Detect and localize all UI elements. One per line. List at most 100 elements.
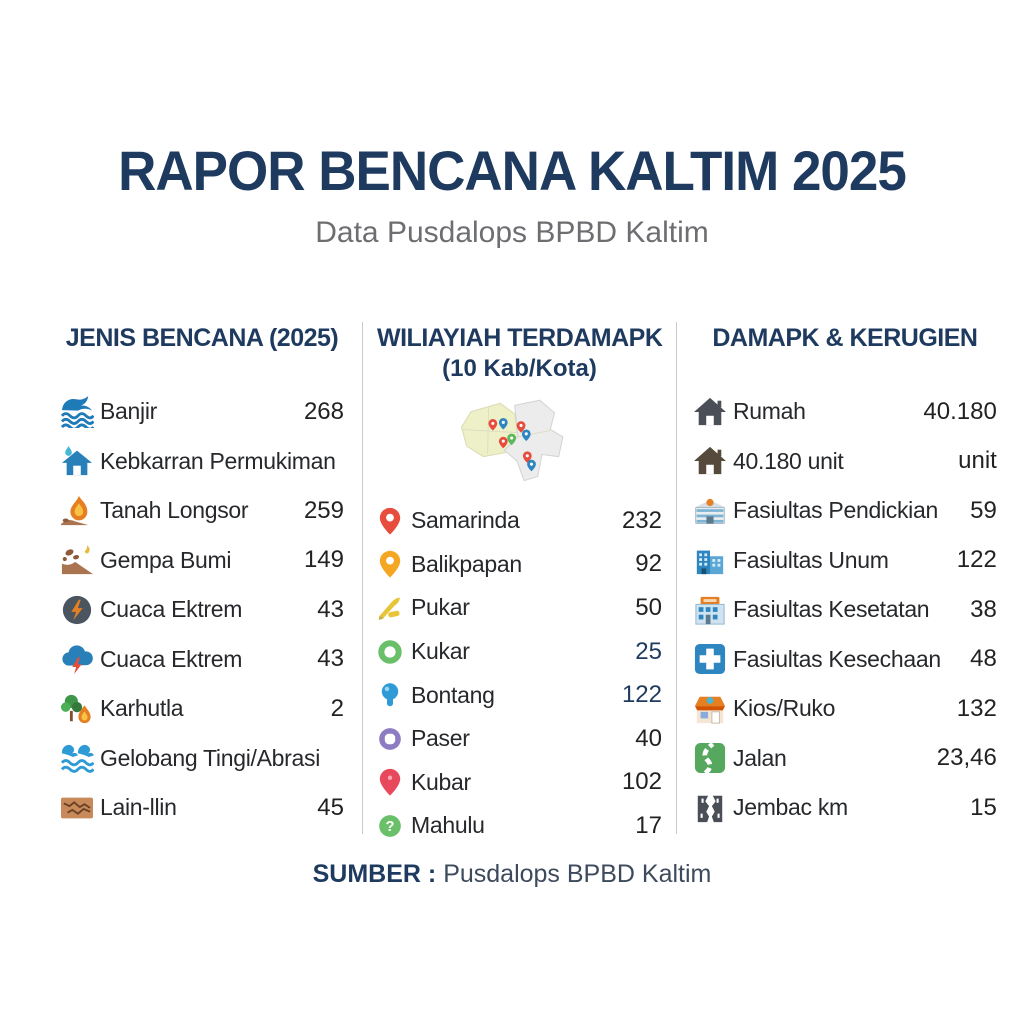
item-value: 2 [330,694,344,722]
storm-circle-icon [60,594,100,626]
list-item: Fasiultas Unum 122 [693,536,997,586]
item-value: 92 [635,550,662,578]
wave-icon [60,395,100,428]
item-label: Lain-llin [100,794,177,821]
list-item: Fasiultas Pendickian 59 [693,486,997,536]
wilayah-subheader: (10 Kab/Kota) [442,355,597,382]
item-value: 43 [317,645,344,673]
list-item: 40.180 unit unit [693,437,997,487]
list-item: Cuaca Ektrem 43 [60,585,344,635]
page-subtitle: Data Pusdalops BPBD Kaltim [315,215,709,249]
item-value: 149 [303,546,344,574]
item-label: Banjir [100,398,158,425]
dampak-header: DAMAPK & KERUGIEN [712,324,978,352]
source-text: Pusdalops BPBD Kaltim [443,860,712,888]
list-item: Pukar 50 [377,586,662,630]
item-value: 50 [635,593,662,621]
item-label: Cuaca Ektrem [100,596,243,623]
bulb-blue-icon [377,681,411,709]
item-label: Kios/Ruko [733,695,836,722]
item-label: Paser [411,725,470,752]
item-label: Samarinda [411,507,520,534]
item-value: 132 [956,694,997,722]
pin-crimson-icon [377,768,411,796]
item-label: Kukar [411,638,470,665]
list-item: Fasiultas Kesetatan 38 [693,585,997,635]
list-item: Cuaca Ektrem 43 [60,635,344,685]
house-brown-icon [693,445,733,477]
pin-red-icon [377,507,411,535]
question-green-icon: ? [377,812,411,840]
jenis-list: Banjir 268 Kebkarran Permukiman Tanah Lo… [60,387,344,833]
item-value: 122 [956,546,997,574]
list-item: Karhutla 2 [60,684,344,734]
list-item: Lain-llin 45 [60,783,344,833]
list-item: Jembac km 15 [693,783,997,833]
item-label: Gempa Bumi [100,546,232,573]
house-flood-icon [60,445,100,477]
item-value: 232 [621,506,662,534]
fire-icon [60,495,100,527]
item-label: 40.180 unit [733,447,844,474]
wilayah-header: WILIAYIAH TERDAMAPK [377,324,663,352]
item-label: Fasiultas Unum [733,546,889,573]
store-icon [693,693,733,725]
item-label: Mahulu [411,812,485,839]
ring-green-icon [377,638,411,666]
item-value: 25 [635,637,662,665]
item-label: Jalan [733,744,787,771]
item-label: Balikpapan [411,550,522,577]
map-pins [487,417,536,472]
item-label: Jembac km [733,794,848,821]
svg-text:?: ? [386,819,395,835]
marker-yellow-icon [377,594,411,622]
list-item: Jalan 23,46 [693,734,997,784]
kaltim-map-graphic [377,395,662,491]
item-label: Fasiultas Kesechaan [733,645,941,672]
item-value: 17 [635,811,662,839]
waves-icon [60,742,100,774]
item-label: Gelobang Tingi/Abrasi [100,744,321,771]
list-item: Banjir 268 [60,387,344,437]
item-label: Bontang [411,681,495,708]
list-item: Rumah 40.180 [693,387,997,437]
cloud-lightning-icon [60,643,100,675]
item-label: Kubar [411,768,471,795]
content-columns: JENIS BENCANA (2025) Banjir 268 Kebkarra… [60,322,997,839]
list-item: Paser 40 [377,717,662,761]
building-blue-icon [693,544,733,576]
item-value: 102 [621,768,662,796]
pin-orange-icon [377,550,411,578]
circle-purple-icon [377,725,411,753]
item-value: 48 [970,645,997,673]
item-label: Cuaca Ektrem [100,645,243,672]
section-jenis-bencana: JENIS BENCANA (2025) Banjir 268 Kebkarra… [60,322,362,834]
list-item: Kukar 25 [377,630,662,674]
item-label: Fasiultas Kesetatan [733,596,930,623]
item-value: 40.180 [923,397,997,425]
list-item: Fasiultas Kesechaan 48 [693,635,997,685]
item-value: 38 [970,595,997,623]
list-item: Kubar 102 [377,761,662,805]
item-label: Karhutla [100,695,184,722]
page-title: RAPOR BENCANA KALTIM 2025 [118,140,907,203]
school-icon [693,495,733,527]
kaltim-map-icon [460,399,563,482]
section-wilayah-terdampak: WILIAYIAH TERDAMAPK (10 Kab/Kota) [362,322,677,839]
item-value: 23,46 [936,744,997,772]
item-value: unit [958,447,997,475]
page-header: RAPOR BENCANA KALTIM 2025 Data Pusdalops… [0,140,1024,250]
list-item: Bontang 122 [377,673,662,717]
source-footer: SUMBER : Pusdalops BPBD Kaltim [0,860,1024,889]
section-dampak-kerugian: DAMAPK & KERUGIEN Rumah 40.180 40.180 un… [677,322,997,834]
wilayah-list: Samarinda 232 Balikpapan 92 Pukar 50 [377,499,662,848]
landslide-icon [60,544,100,576]
item-label: Tanah Longsor [100,497,249,524]
list-item: Gelobang Tingi/Abrasi [60,734,344,784]
list-item: ? Mahulu 17 [377,804,662,848]
item-value: 259 [303,496,344,524]
item-value: 43 [317,595,344,623]
road-dark-icon [693,792,733,824]
item-label: Fasiultas Pendickian [733,497,938,524]
